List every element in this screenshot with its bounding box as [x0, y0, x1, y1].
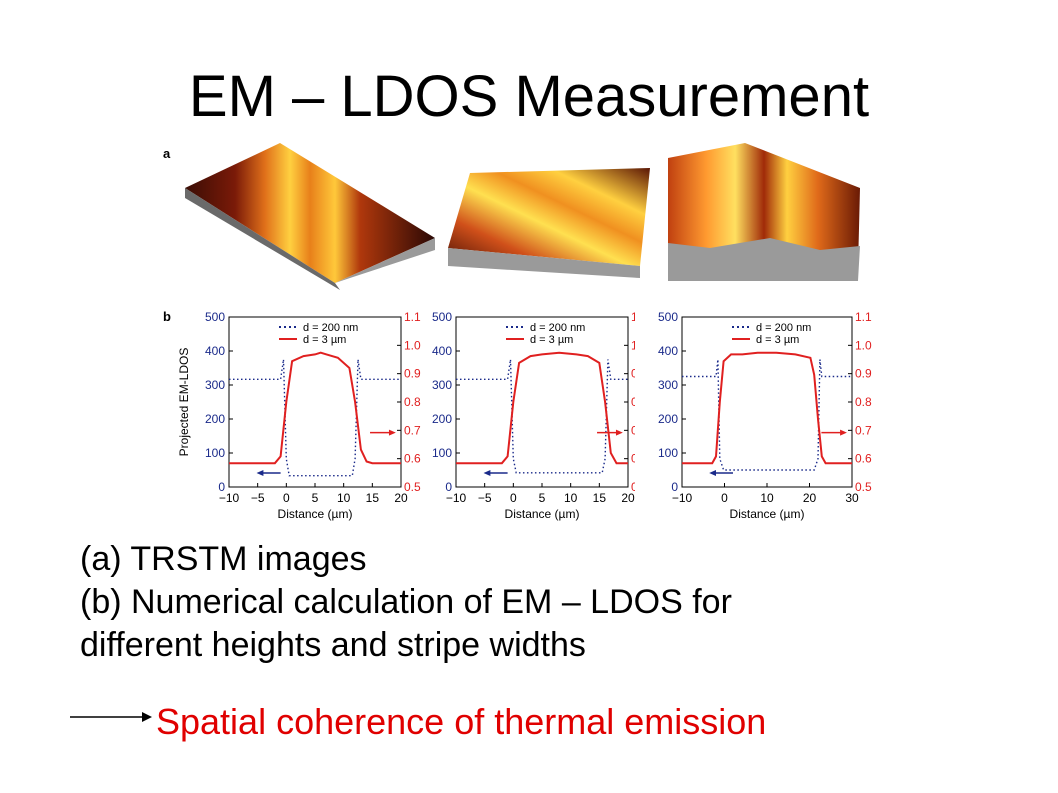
right-axis-arrowhead-icon — [388, 429, 396, 436]
y-axis-label: Projected EM-LDOS — [177, 348, 191, 457]
y-tick-label: 500 — [658, 310, 678, 324]
legend-label-d3um: d = 3 µm — [303, 334, 346, 346]
y-tick-label: 400 — [432, 344, 452, 358]
y2-tick-label: 0.5 — [855, 480, 872, 494]
y2-tick-label: 0.8 — [631, 395, 635, 409]
legend-label-d3um: d = 3 µm — [530, 334, 573, 346]
series-d200nm-line — [229, 359, 401, 477]
y2-tick-label: 1.1 — [631, 310, 635, 324]
arrow-right-icon — [70, 712, 152, 722]
y2-tick-label: 0.8 — [404, 395, 421, 409]
y-tick-label: 100 — [432, 446, 452, 460]
y-tick-label: 500 — [205, 310, 225, 324]
y-tick-label: 200 — [205, 412, 225, 426]
x-tick-label: 15 — [366, 491, 380, 505]
y2-tick-label: 0.9 — [855, 367, 872, 381]
series-d3um-line — [229, 351, 401, 465]
left-axis-arrowhead-icon — [256, 470, 264, 476]
x-tick-label: −5 — [478, 491, 492, 505]
caption-line-3: different heights and stripe widths — [80, 626, 586, 664]
left-axis-arrowhead-icon — [483, 470, 491, 476]
y-tick-label: 100 — [205, 446, 225, 460]
x-tick-label: 10 — [337, 491, 351, 505]
x-tick-label: 0 — [510, 491, 517, 505]
x-tick-label: 20 — [394, 491, 408, 505]
x-axis-label: Distance (µm) — [730, 507, 805, 521]
ldos-plot-1: 01002003004005000.50.60.70.80.91.01.1−10… — [177, 310, 421, 521]
right-axis-arrowhead-icon — [615, 429, 623, 436]
y-tick-label: 500 — [432, 310, 452, 324]
panel-label-a: a — [163, 146, 171, 161]
x-tick-label: −10 — [219, 491, 240, 505]
y2-tick-label: 0.9 — [404, 367, 421, 381]
conclusion-text: Spatial coherence of thermal emission — [156, 701, 767, 742]
x-tick-label: 20 — [803, 491, 817, 505]
y2-tick-label: 0.7 — [631, 423, 635, 437]
x-axis-label: Distance (µm) — [505, 507, 580, 521]
y2-tick-label: 0.6 — [631, 452, 635, 466]
y-tick-label: 100 — [658, 446, 678, 460]
x-tick-label: 30 — [845, 491, 859, 505]
ldos-plot-3: 01002003004005000.50.60.70.80.91.01.1−10… — [658, 310, 872, 521]
x-axis-label: Distance (µm) — [278, 507, 353, 521]
y-tick-label: 400 — [658, 344, 678, 358]
y2-tick-label: 1.1 — [855, 310, 872, 324]
y-tick-label: 0 — [445, 480, 452, 494]
series-d200nm-line — [682, 359, 852, 471]
y-tick-label: 300 — [205, 378, 225, 392]
legend-label-d200nm: d = 200 nm — [530, 322, 585, 334]
x-tick-label: −5 — [251, 491, 265, 505]
y2-tick-label: 1.0 — [631, 338, 635, 352]
x-tick-label: −10 — [446, 491, 467, 505]
x-tick-label: 5 — [312, 491, 319, 505]
legend-label-d200nm: d = 200 nm — [756, 322, 811, 334]
y2-tick-label: 0.7 — [404, 423, 421, 437]
y-tick-label: 200 — [432, 412, 452, 426]
x-tick-label: 15 — [593, 491, 607, 505]
y2-tick-label: 1.0 — [404, 338, 421, 352]
left-axis-arrowhead-icon — [709, 470, 716, 476]
x-tick-label: 20 — [621, 491, 635, 505]
y2-tick-label: 0.7 — [855, 423, 872, 437]
caption-line-1: (a) TRSTM images — [80, 540, 367, 578]
y-tick-label: 300 — [432, 378, 452, 392]
y-tick-label: 0 — [218, 480, 225, 494]
series-d3um-line — [682, 351, 852, 465]
y2-tick-label: 0.9 — [631, 367, 635, 381]
y2-tick-label: 0.8 — [855, 395, 872, 409]
series-d3um-line — [456, 351, 628, 465]
slide-title: EM – LDOS Measurement — [188, 64, 870, 129]
y-tick-label: 200 — [658, 412, 678, 426]
x-tick-label: 5 — [539, 491, 546, 505]
y-tick-label: 0 — [671, 480, 678, 494]
series-d200nm-line — [456, 359, 628, 474]
caption: (a) TRSTM images (b) Numerical calculati… — [80, 538, 1030, 667]
x-tick-label: 0 — [283, 491, 290, 505]
right-axis-arrowhead-icon — [840, 429, 847, 436]
x-tick-label: 0 — [721, 491, 728, 505]
y2-tick-label: 1.1 — [404, 310, 421, 324]
y-tick-label: 400 — [205, 344, 225, 358]
x-tick-label: −10 — [672, 491, 693, 505]
caption-line-2: (b) Numerical calculation of EM – LDOS f… — [80, 583, 732, 621]
trstm-images — [185, 143, 860, 290]
x-tick-label: 10 — [760, 491, 774, 505]
ldos-plot-2: 01002003004005000.50.60.70.80.91.01.1−10… — [432, 310, 635, 521]
y-tick-label: 300 — [658, 378, 678, 392]
legend-label-d200nm: d = 200 nm — [303, 322, 358, 334]
x-tick-label: 10 — [564, 491, 578, 505]
y2-tick-label: 0.5 — [404, 480, 421, 494]
legend-label-d3um: d = 3 µm — [756, 334, 799, 346]
y2-tick-label: 0.5 — [631, 480, 635, 494]
y2-tick-label: 0.6 — [404, 452, 421, 466]
y2-tick-label: 0.6 — [855, 452, 872, 466]
y2-tick-label: 1.0 — [855, 338, 872, 352]
panel-label-b: b — [163, 309, 171, 324]
